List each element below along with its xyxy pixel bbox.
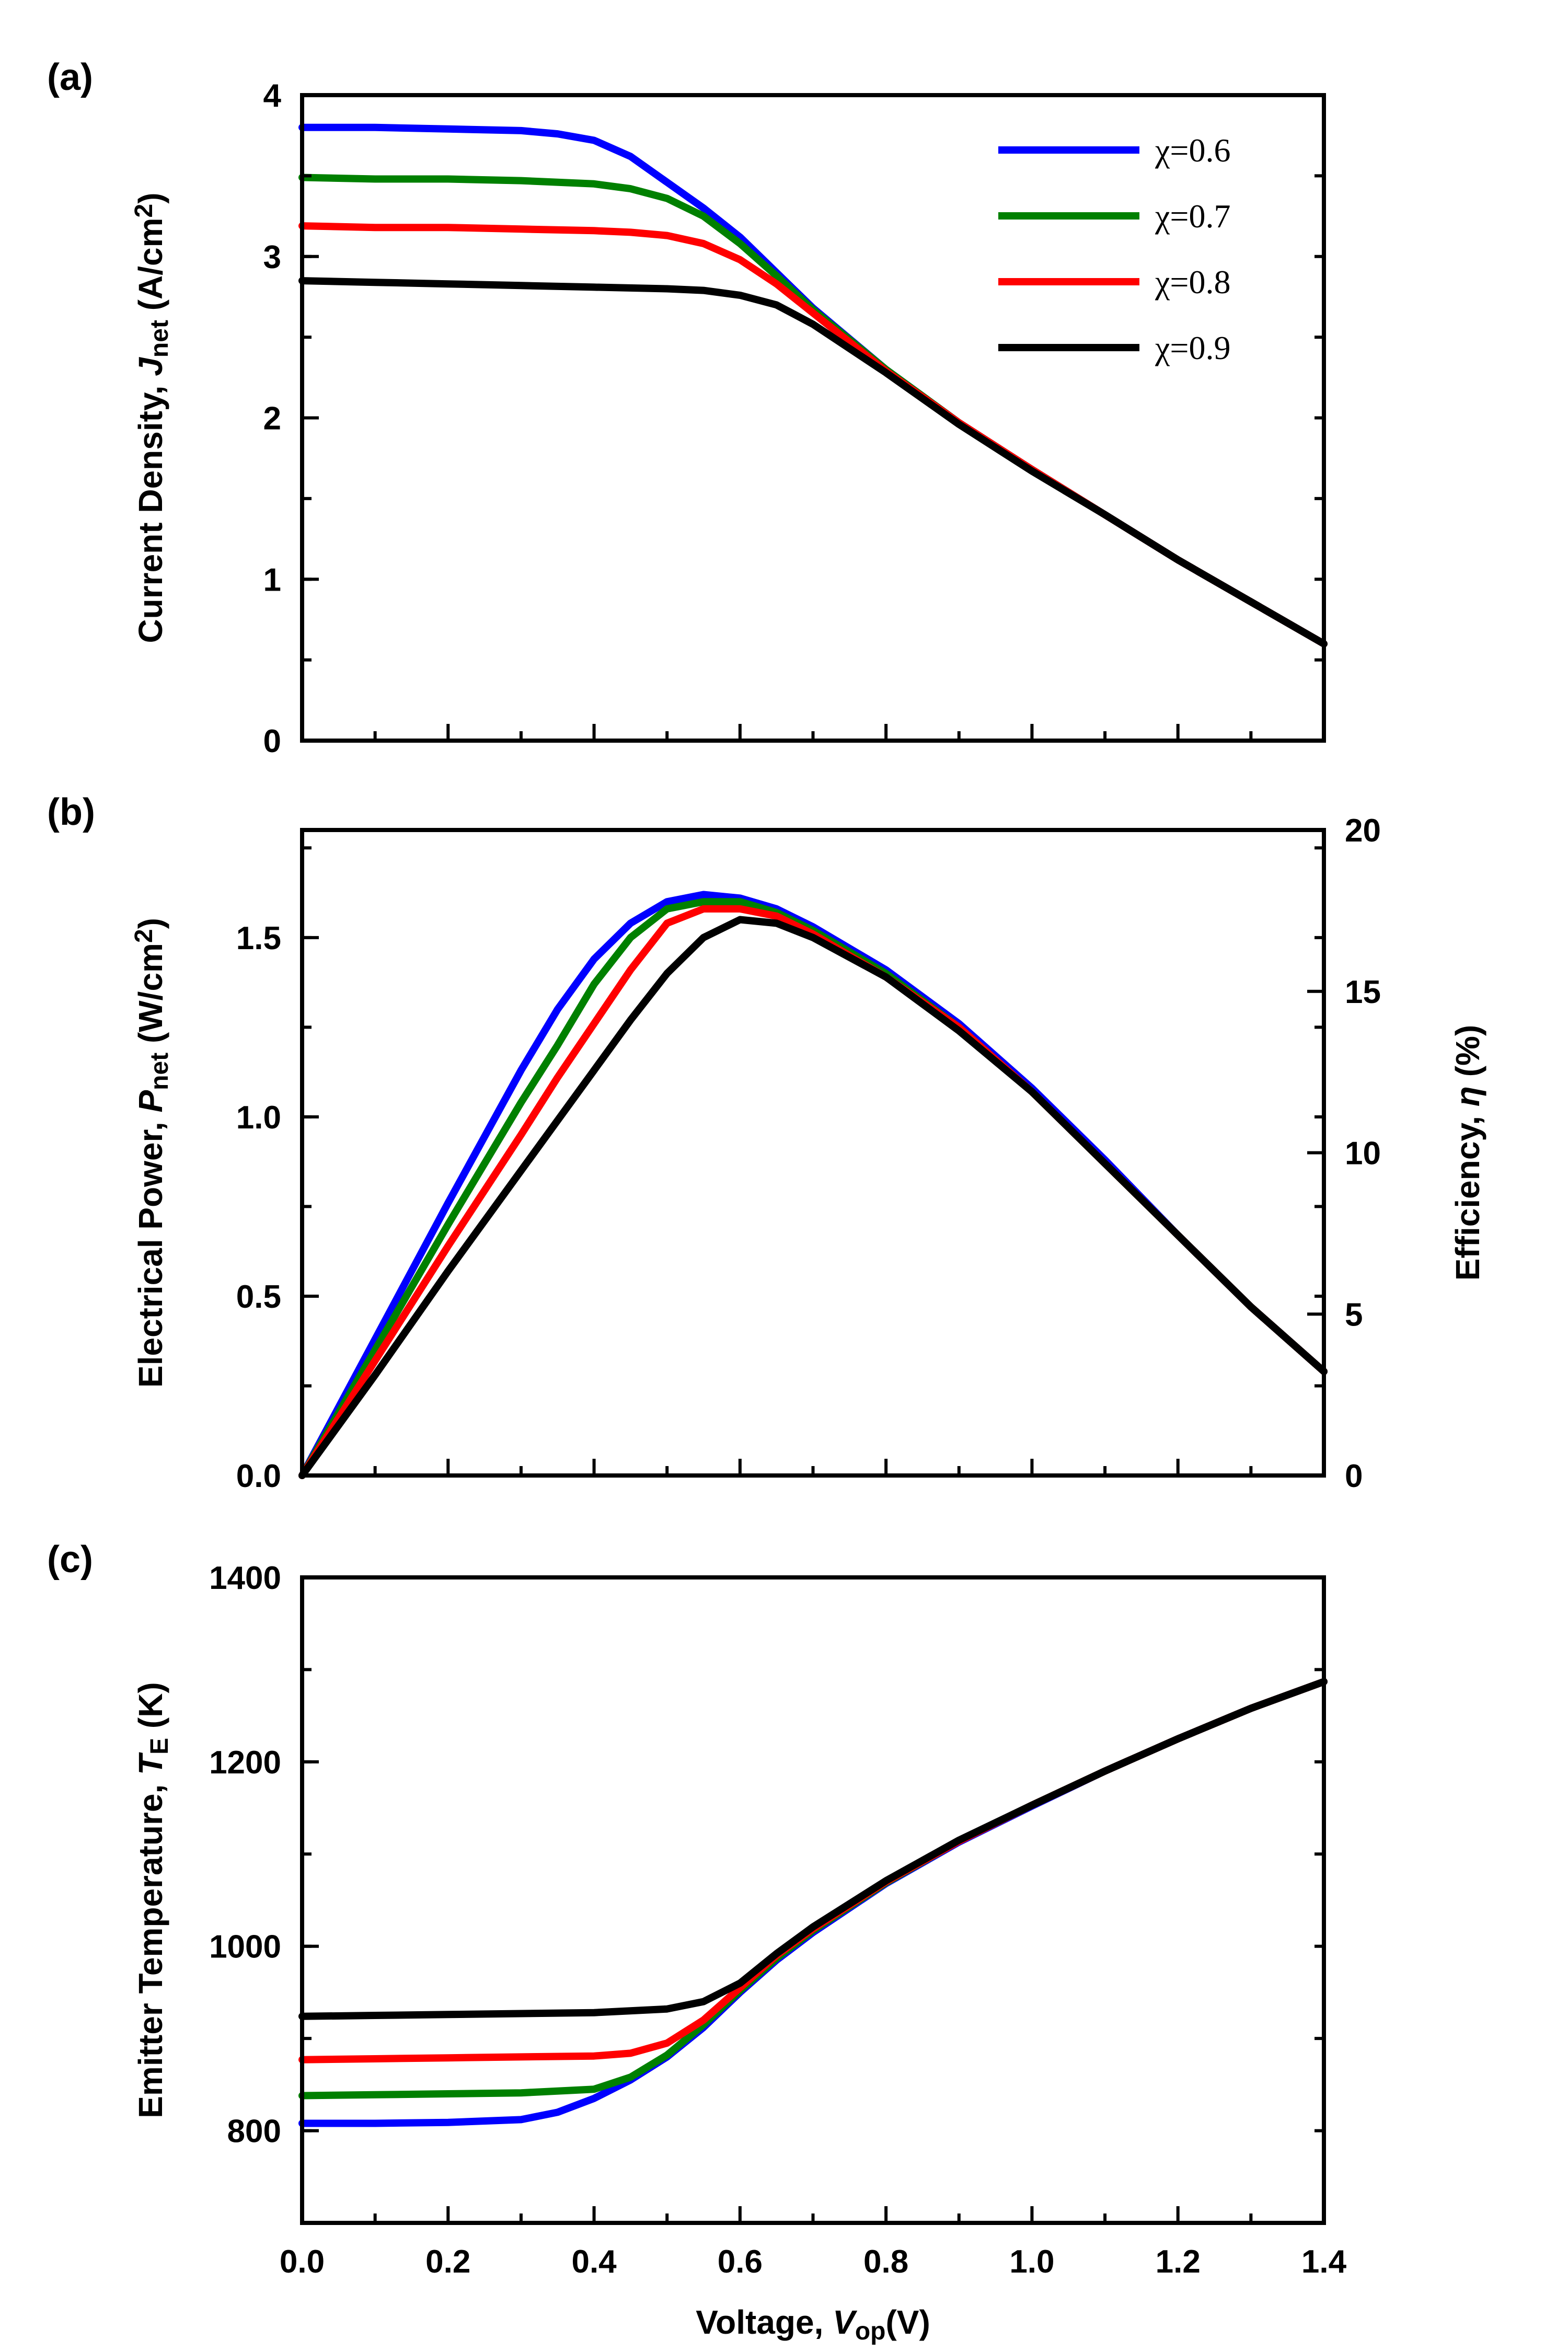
y-title-close: ): [132, 918, 169, 929]
x-tick-label: 1.0: [1009, 2244, 1054, 2280]
x-title-unit: (V): [885, 2303, 930, 2341]
y-tick-label: 0: [263, 723, 281, 759]
legend-label: χ=0.8: [1155, 263, 1231, 301]
y-right-title-prefix: Efficiency,: [1449, 1106, 1486, 1281]
series-line-χ=0.9: [298, 1678, 1328, 2020]
y-tick-label: 1400: [209, 1560, 281, 1596]
ticks: [301, 1576, 1325, 2224]
y-right-tick-label: 0: [1345, 1458, 1363, 1494]
x-title-prefix: Voltage,: [696, 2303, 833, 2341]
y-tick-label: 3: [263, 239, 281, 275]
y-title-subscript: net: [146, 320, 174, 358]
panel-label: (a): [47, 56, 93, 98]
y-right-tick-label: 10: [1345, 1136, 1381, 1172]
y-title-unit: (K): [132, 1682, 169, 1738]
plot-frame: [300, 93, 1326, 743]
panel-label: (c): [47, 1539, 93, 1581]
y-tick-label: 1: [263, 562, 281, 598]
y-title-symbol: T: [132, 1752, 169, 1775]
y-axis-title: Electrical Power, Pnet (W/cm2): [130, 918, 174, 1388]
y-tick-label: 1.5: [236, 920, 281, 956]
y-title-prefix: Electrical Power,: [132, 1112, 169, 1388]
x-tick-label: 1.2: [1156, 2244, 1201, 2280]
panel-2: (c) 800 1000 1200 1400 Emitter Temperature, T…: [47, 1539, 1347, 2345]
series-group: [298, 1678, 1328, 2127]
y-title-prefix: Current Density,: [132, 376, 169, 643]
y-title-unit: (A/cm: [132, 217, 169, 320]
y-right-tick-label: 5: [1345, 1297, 1363, 1333]
series-group: [298, 891, 1328, 1479]
y-tick-label: 4: [263, 78, 282, 114]
x-tick-label: 0.2: [425, 2244, 470, 2280]
panel-1: (b) 0.0 0.5 1.0 1.5 0 5 10 15 20 Efficiency, η (%)…: [47, 791, 1486, 1494]
series-line-χ=0.6: [298, 891, 1328, 1479]
x-tick-label: 0.6: [718, 2244, 763, 2280]
y-tick-label: 0.0: [236, 1458, 281, 1494]
y-axis-title: Current Density, Jnet (A/cm2): [130, 192, 174, 643]
series-line-χ=0.9: [298, 916, 1328, 1479]
ticks: [301, 828, 1325, 1477]
x-title-symbol: V: [833, 2303, 858, 2341]
y-title-superscript: 2: [130, 204, 158, 218]
y-tick-label: 1.0: [236, 1100, 281, 1136]
series-group: [298, 123, 1328, 648]
y-right-tick-label: 20: [1345, 813, 1381, 849]
y-axis-title: Emitter Temperature, TE (K): [132, 1682, 174, 2118]
x-tick-label: 1.4: [1301, 2244, 1347, 2280]
legend-label: χ=0.6: [1155, 132, 1231, 169]
y-tick-label: 800: [227, 2114, 281, 2150]
y-title-subscript: net: [146, 1053, 174, 1090]
panel-label: (b): [47, 791, 95, 833]
legend-label: χ=0.9: [1155, 329, 1231, 366]
y-title-close: ): [132, 192, 169, 203]
y-right-title-unit: (%): [1449, 1025, 1486, 1086]
series-line-χ=0.7: [298, 174, 1328, 648]
series-line-χ=0.9: [298, 277, 1328, 648]
y-tick-label: 1200: [209, 1745, 281, 1781]
y-title-superscript: 2: [130, 929, 158, 943]
y-title-symbol: J: [132, 357, 169, 376]
y-title-prefix: Emitter Temperature,: [132, 1775, 169, 2118]
y-tick-label: 0.5: [236, 1279, 281, 1315]
x-axis-title: Voltage, Vop(V): [696, 2303, 930, 2345]
y-title-subscript: E: [146, 1738, 174, 1755]
legend-label: χ=0.7: [1155, 198, 1231, 235]
ticks: [301, 94, 1325, 742]
y-right-tick-label: 15: [1345, 974, 1381, 1010]
x-tick-label: 0.4: [571, 2244, 617, 2280]
x-title-subscript: op: [855, 2318, 886, 2345]
y-title-unit: (W/cm: [132, 943, 169, 1053]
y-tick-label: 1000: [209, 1929, 281, 1965]
y-right-axis-title: Efficiency, η (%): [1449, 1025, 1486, 1281]
y-tick-label: 2: [263, 401, 281, 437]
y-right-title-symbol: η: [1449, 1086, 1486, 1106]
legend: χ=0.6 χ=0.7 χ=0.8 χ=0.9: [998, 132, 1231, 366]
x-tick-label: 0.0: [280, 2244, 325, 2280]
x-tick-label: 0.8: [863, 2244, 908, 2280]
y-title-symbol: P: [132, 1090, 169, 1112]
plot-frame: [300, 1575, 1326, 2225]
